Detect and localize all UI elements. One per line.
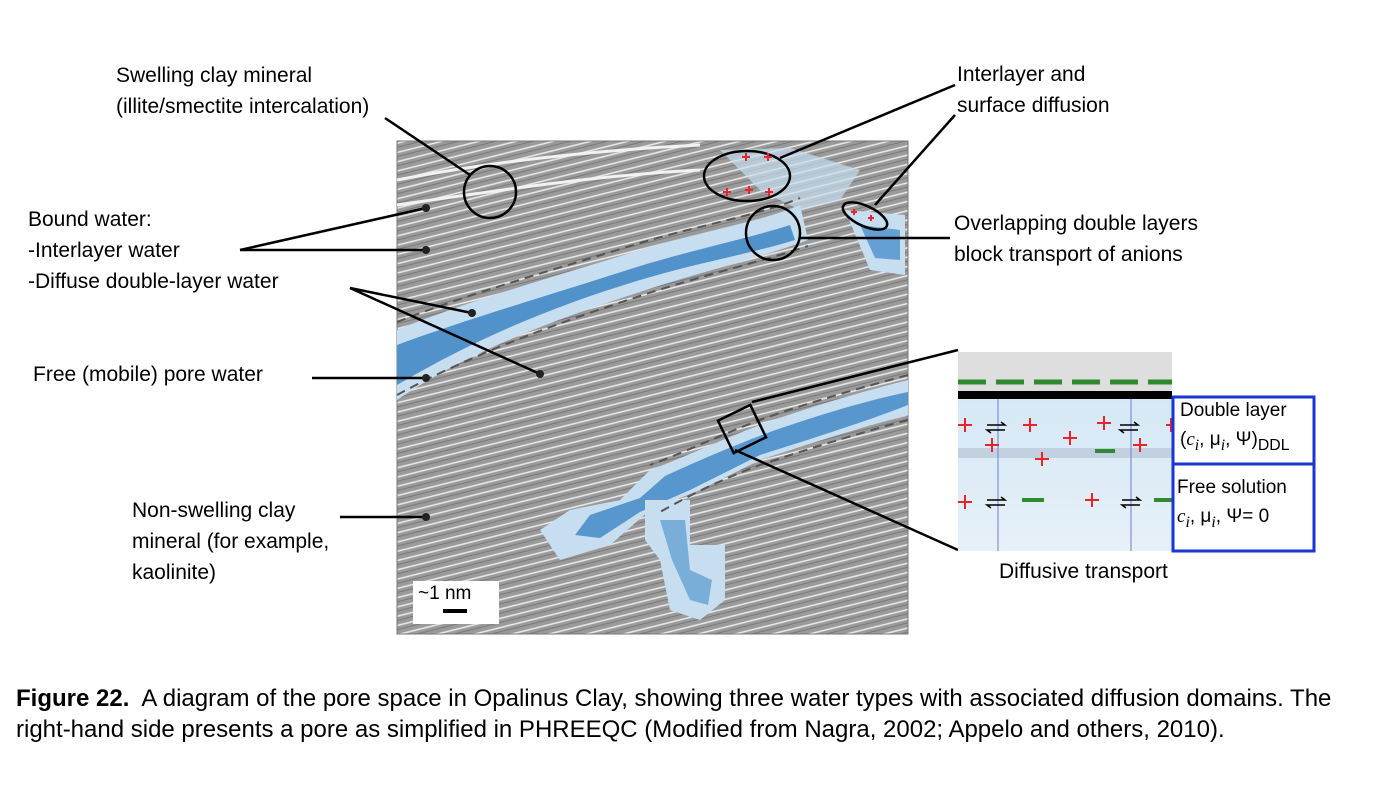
interlayer-water-label: -Interlayer water	[28, 239, 180, 262]
clay-micrograph	[396, 140, 909, 635]
interlayer-cations	[723, 153, 874, 221]
nonswelling-label-3: kaolinite)	[132, 561, 217, 584]
double-layer-vars: (ci, μi, Ψ)DDL	[1180, 429, 1290, 454]
interlayer-diffusion-label: Interlayer and	[957, 63, 1086, 86]
swelling-clay-circle	[462, 164, 518, 220]
scale-bar	[443, 609, 467, 613]
free-pore-water-label: Free (mobile) pore water	[33, 363, 263, 386]
caption-label: Figure 22.	[16, 685, 130, 712]
caption-text: A diagram of the pore space in Opalinus …	[16, 685, 1332, 743]
leader-lines	[239, 83, 959, 552]
scale-label: ~1 nm	[418, 583, 472, 604]
zoom-marker	[716, 403, 768, 455]
leader-dots	[422, 204, 544, 521]
free-solution-vars: ci, μi, Ψ= 0	[1177, 506, 1270, 531]
swelling-clay-label-2: (illite/smectite intercalation)	[116, 95, 370, 118]
diffusive-transport-label: Diffusive transport	[999, 560, 1168, 583]
figure-caption: Figure 22. A diagram of the pore space i…	[16, 683, 1376, 745]
upper-pore-deep	[397, 225, 795, 385]
double-layer-box	[1171, 395, 1316, 466]
overlap-circle	[744, 204, 802, 262]
bound-water-label: Bound water:	[28, 208, 152, 231]
surface-ellipse	[841, 201, 889, 231]
free-solution-box	[1171, 462, 1316, 553]
inset-panel	[958, 352, 1316, 553]
surface-diffusion-label: surface diffusion	[957, 94, 1110, 117]
nonswelling-label: Non-swelling clay	[132, 499, 296, 522]
interlayer-ellipse	[702, 149, 792, 203]
free-solution-title: Free solution	[1177, 477, 1287, 498]
overlapping-layers-label: Overlapping double layers	[954, 212, 1198, 235]
scale-box	[413, 581, 499, 624]
swelling-clay-label: Swelling clay mineral	[116, 64, 313, 87]
anion-block-label: block transport of anions	[954, 243, 1183, 266]
diffuse-layer-label: -Diffuse double-layer water	[28, 270, 279, 293]
nonswelling-label-2: mineral (for example,	[132, 530, 330, 553]
double-layer-title: Double layer	[1180, 400, 1287, 421]
